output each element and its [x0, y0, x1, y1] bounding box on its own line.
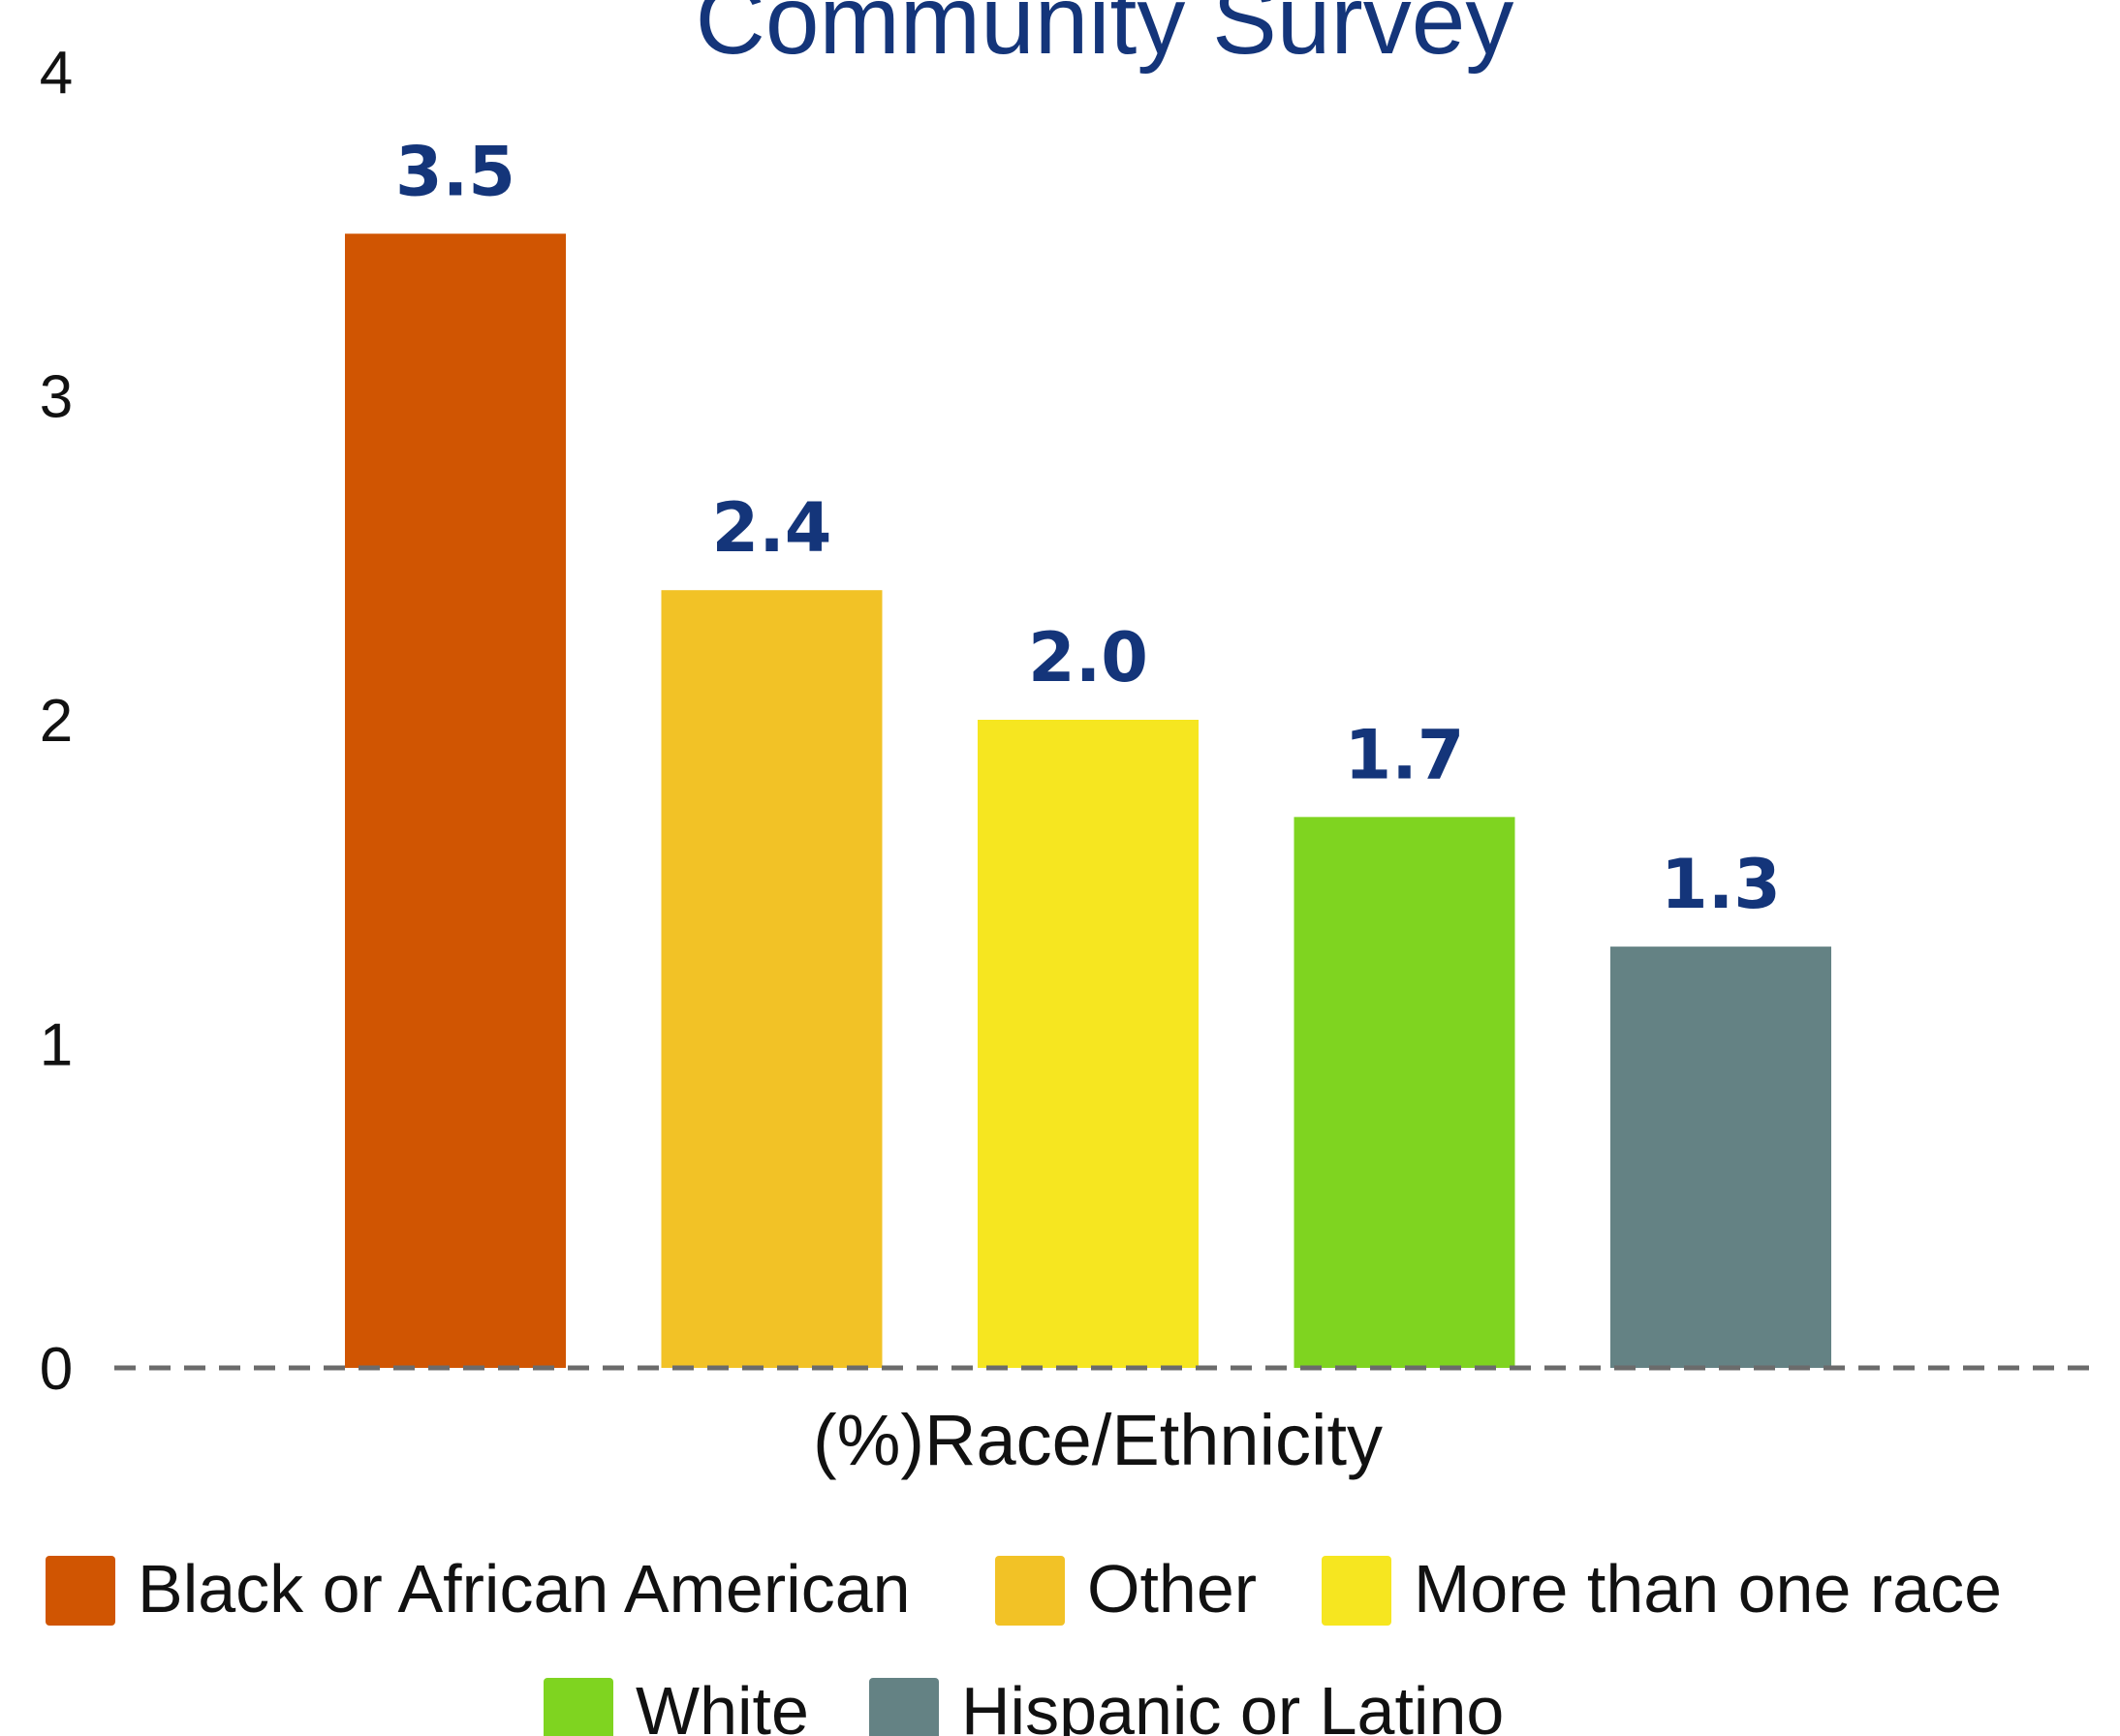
- y-tick-label: 1: [40, 1012, 73, 1079]
- y-tick-label: 4: [40, 40, 73, 107]
- bar: [978, 720, 1199, 1368]
- y-tick-label: 3: [40, 364, 73, 431]
- legend-swatch: [869, 1678, 939, 1736]
- data-label: 2.0: [1028, 618, 1148, 698]
- data-label: 1.7: [1344, 715, 1464, 794]
- legend-label: Other: [1087, 1551, 1257, 1627]
- bar: [345, 233, 566, 1368]
- data-label: 2.4: [711, 488, 831, 568]
- data-label: 1.3: [1661, 845, 1781, 924]
- y-tick-label: 2: [40, 688, 73, 755]
- legend-label: Hispanic or Latino: [961, 1673, 1504, 1736]
- y-axis-ticks: 0 1 2 3 4: [40, 40, 73, 1403]
- legend-label: Black or African American: [138, 1551, 911, 1627]
- legend-label: More than one race: [1414, 1551, 2002, 1627]
- y-tick-label: 0: [40, 1336, 73, 1403]
- legend: Black or African American Other More than …: [46, 1551, 2002, 1736]
- legend-swatch: [544, 1678, 613, 1736]
- legend-swatch: [995, 1556, 1065, 1626]
- legend-swatch: [1322, 1556, 1391, 1626]
- x-axis-label: (%)Race/Ethnicity: [813, 1400, 1383, 1480]
- bar: [1610, 946, 1831, 1368]
- data-labels: 3.5 2.4 2.0 1.7 1.3: [395, 132, 1781, 924]
- bar: [661, 590, 883, 1368]
- bar: [1294, 817, 1515, 1368]
- legend-swatch: [46, 1556, 115, 1626]
- chart-title: Community Survey: [696, 0, 1514, 75]
- bars: [345, 233, 1831, 1368]
- legend-label: White: [636, 1673, 809, 1736]
- data-label: 3.5: [395, 132, 515, 211]
